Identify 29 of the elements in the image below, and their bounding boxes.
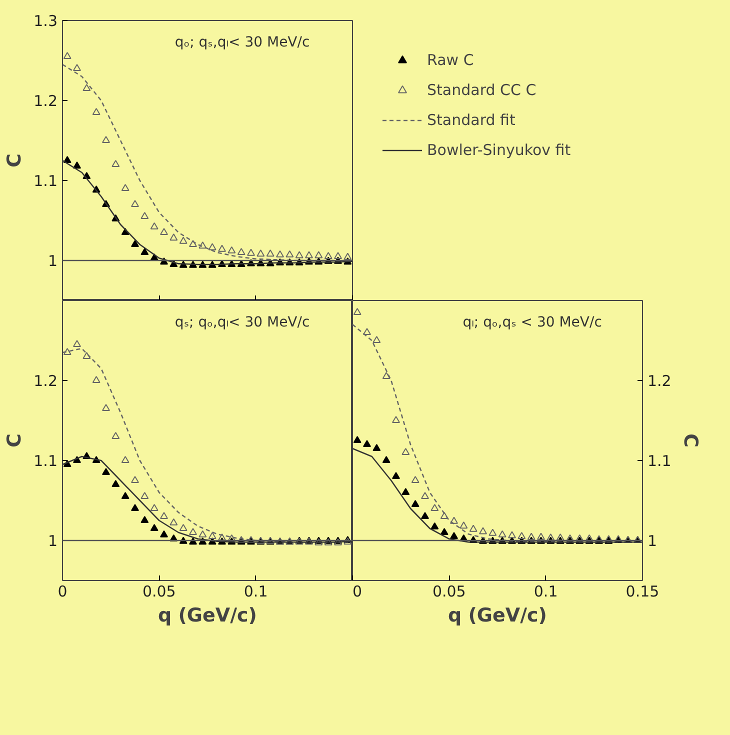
x-tick-label: 0	[352, 582, 362, 600]
x-axis-title: q (GeV/c)	[448, 604, 547, 626]
x-tick-label: 0.1	[534, 582, 558, 600]
x-tick-label: 0.05	[142, 582, 176, 600]
y-tick-label: 1.3	[34, 12, 58, 30]
y-tick-label: 1.2	[34, 92, 58, 110]
annotation: qₒ; qₛ,qₗ< 30 MeV/c	[174, 34, 310, 50]
annotation: qₛ; qₒ,qₗ< 30 MeV/c	[174, 314, 310, 330]
y-tick-label: 1	[648, 532, 658, 550]
legend-label: Raw C	[427, 51, 474, 69]
y-tick-label: 1.1	[34, 172, 58, 190]
y-tick-label: 1	[48, 252, 58, 270]
y-tick-label: 1.1	[648, 452, 672, 470]
y-tick-label: 1.2	[648, 372, 672, 390]
x-tick-label: 0	[58, 582, 68, 600]
y-axis-title: C	[4, 154, 26, 168]
legend-label: Standard fit	[427, 111, 516, 129]
annotation: qₗ; qₒ,qₛ < 30 MeV/c	[462, 314, 602, 330]
x-tick-label: 0.15	[626, 582, 660, 600]
legend-label: Bowler-Sinyukov fit	[427, 141, 571, 159]
y-axis-title: C	[4, 434, 26, 448]
x-axis-title: q (GeV/c)	[158, 604, 257, 626]
x-tick-label: 0.05	[432, 582, 466, 600]
y-axis-title: C	[679, 434, 702, 448]
y-tick-label: 1.1	[34, 452, 58, 470]
legend-label: Standard CC C	[427, 81, 536, 99]
y-tick-label: 1	[48, 532, 58, 550]
y-tick-label: 1.2	[34, 372, 58, 390]
x-tick-label: 0.1	[244, 582, 268, 600]
